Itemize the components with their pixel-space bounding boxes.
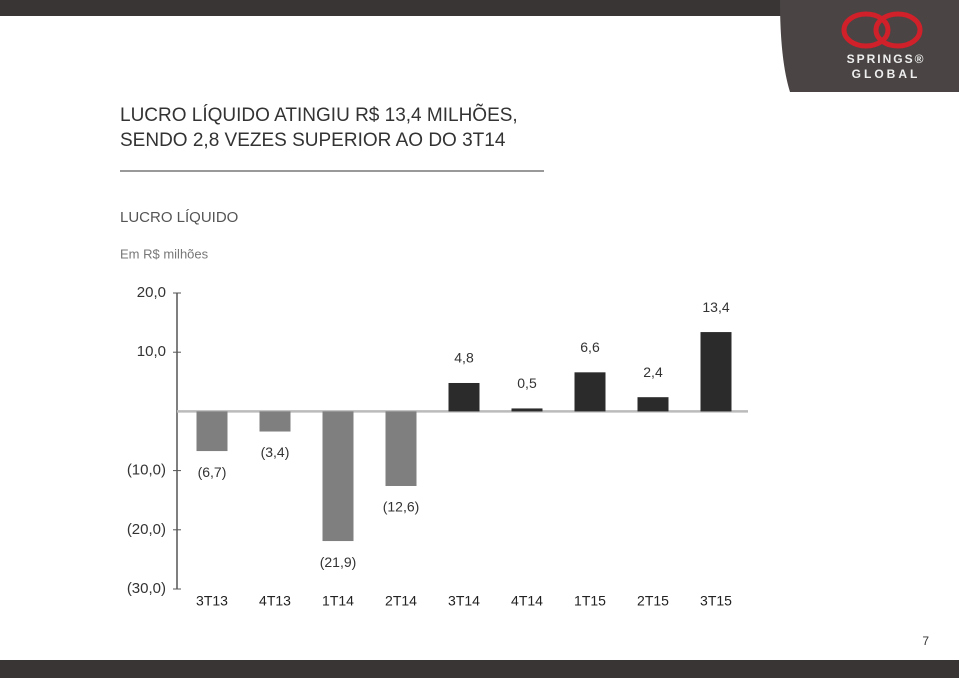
bar [511,408,543,412]
value-label: 6,6 [580,339,600,355]
logo: SPRINGS® GLOBAL [841,11,926,81]
chart-subtitle: Em R$ milhões [120,246,209,261]
x-tick-label: 3T15 [700,593,732,609]
value-label: (21,9) [320,554,357,570]
y-tick-label: (20,0) [127,521,166,538]
x-tick-label: 4T14 [511,593,543,609]
top-photo-strip [0,0,959,16]
bottom-photo-strip [0,660,959,678]
value-label: 2,4 [643,364,663,380]
value-label: (3,4) [261,444,290,460]
x-tick-label: 2T15 [637,593,669,609]
logo-ring [873,11,923,49]
bar [259,411,291,432]
bar [385,411,417,486]
bar [637,397,669,412]
y-tick-label: (30,0) [127,580,166,597]
x-tick-label: 1T15 [574,593,606,609]
x-tick-label: 1T14 [322,593,354,609]
value-label: (6,7) [198,464,227,480]
y-tick-label: 10,0 [137,343,166,360]
value-label: (12,6) [383,499,420,515]
bar [574,372,606,412]
value-label: 13,4 [702,299,729,315]
value-label: 4,8 [454,350,474,366]
slide-title: SENDO 2,8 VEZES SUPERIOR AO DO 3T14 [120,130,506,151]
bar [322,411,354,542]
y-tick-label: 20,0 [137,284,166,301]
x-tick-label: 2T14 [385,593,417,609]
y-tick-label: (10,0) [127,462,166,479]
value-label: 0,5 [517,375,537,391]
bar [448,382,480,412]
logo-text: SPRINGS® [847,52,926,66]
slide-title: LUCRO LÍQUIDO ATINGIU R$ 13,4 MILHÕES, [120,104,518,126]
chart-title: LUCRO LÍQUIDO [120,209,238,226]
x-tick-label: 3T13 [196,593,228,609]
page-number: 7 [922,634,929,648]
x-tick-label: 3T14 [448,593,480,609]
logo-text: GLOBAL [852,67,921,81]
bar [196,411,228,452]
bar [700,332,732,412]
x-tick-label: 4T13 [259,593,291,609]
logo-ring [841,11,891,49]
